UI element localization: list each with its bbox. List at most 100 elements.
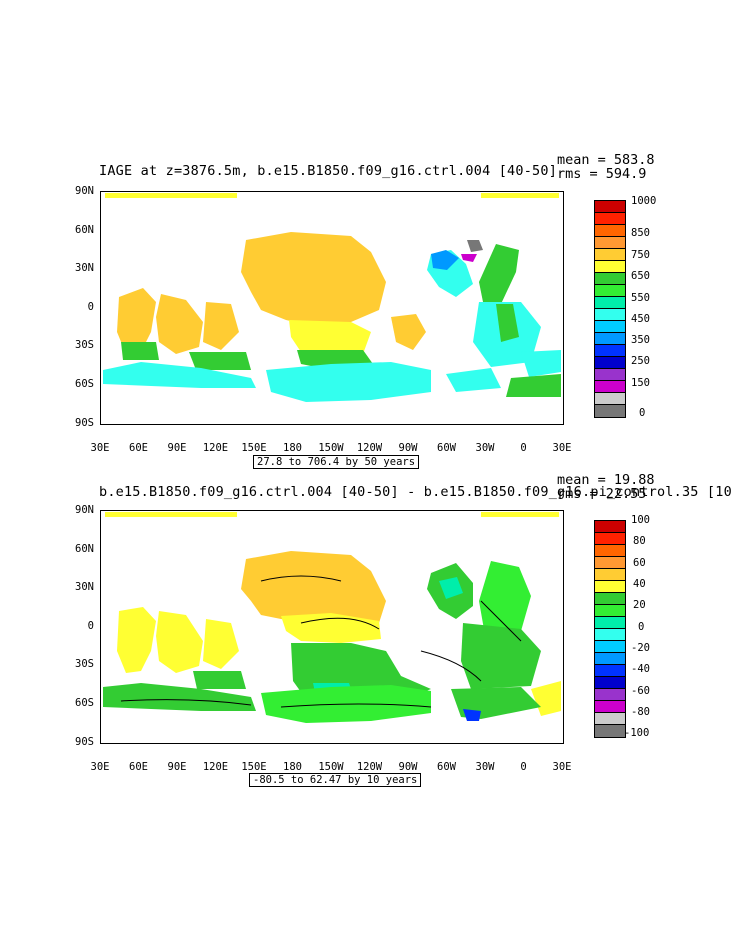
p2-atlantic-se-yellow bbox=[531, 681, 561, 716]
p1-lon-label: 0 bbox=[520, 442, 527, 454]
p1-lon-label: 60E bbox=[129, 442, 148, 454]
p1-cbar-label: 150 bbox=[631, 377, 650, 389]
p1-cbar-swatch bbox=[595, 345, 625, 357]
p2-arctic-strip-west bbox=[105, 512, 237, 517]
p1-lon-label: 30E bbox=[90, 442, 110, 454]
p2-cbar-swatch bbox=[595, 665, 625, 677]
p2-lat-60s: 60S bbox=[75, 697, 94, 709]
p2-lon-label: 30E bbox=[90, 761, 110, 773]
p1-cbar-swatch bbox=[595, 261, 625, 273]
p1-cbar-swatch bbox=[595, 213, 625, 225]
p2-lat-30n: 30N bbox=[75, 581, 94, 593]
p1-indian-central bbox=[156, 294, 203, 354]
p1-indian-green-west bbox=[121, 342, 159, 360]
p1-cbar-label: 0 bbox=[639, 407, 646, 419]
p2-cbar-swatch bbox=[595, 641, 625, 653]
p1-cbar-label: 1000 bbox=[631, 195, 657, 207]
p1-atlantic-green-north bbox=[479, 244, 519, 304]
p2-indian-central bbox=[156, 611, 203, 673]
p1-arctic-strip-east bbox=[481, 193, 559, 198]
panel2-map bbox=[100, 510, 564, 744]
p1-arctic-strip-west bbox=[105, 193, 237, 198]
p1-atlantic-green-south bbox=[506, 374, 561, 397]
p1-lon-label: 150W bbox=[318, 442, 344, 454]
p2-cbar-label: 60 bbox=[633, 557, 646, 569]
p2-pacific-north bbox=[241, 551, 386, 623]
p2-lon-label: 120E bbox=[202, 761, 229, 773]
p1-atlantic-purple-patch bbox=[461, 254, 477, 262]
p1-southern-ocean-west bbox=[103, 362, 256, 388]
p1-cbar-label: 550 bbox=[631, 292, 650, 304]
p2-cbar-swatch bbox=[595, 713, 625, 725]
p2-cbar-label: -20 bbox=[631, 642, 650, 654]
p1-lon-label: 30E bbox=[552, 442, 572, 454]
p2-cbar-swatch bbox=[595, 701, 625, 713]
p2-lon-label: 0 bbox=[520, 761, 527, 773]
p2-cbar-swatch bbox=[595, 581, 625, 593]
p2-atlantic-south bbox=[461, 623, 541, 689]
p2-lon-label: 90W bbox=[398, 761, 418, 773]
p1-indian-east bbox=[203, 302, 239, 350]
p1-atlantic-north-blue bbox=[431, 250, 459, 270]
p2-antarctic-dark bbox=[463, 709, 481, 721]
p2-lon-label: 90E bbox=[167, 761, 187, 773]
p2-indian-east bbox=[203, 619, 239, 669]
p2-cbar-label: 80 bbox=[633, 535, 646, 547]
p2-lat-90n: 90N bbox=[75, 504, 94, 516]
p2-cbar-label: -40 bbox=[631, 663, 650, 675]
p1-lon-label: 90W bbox=[398, 442, 418, 454]
p1-lat-90s: 90S bbox=[75, 417, 94, 429]
p2-cbar-label: 20 bbox=[633, 599, 646, 611]
p1-indian-west bbox=[117, 288, 156, 354]
panel2-field bbox=[103, 512, 561, 723]
p2-cbar-label: -80 bbox=[631, 706, 650, 718]
p1-cbar-swatch bbox=[595, 249, 625, 261]
p2-cbar-swatch bbox=[595, 725, 625, 737]
p2-southern-ocean-east bbox=[451, 687, 541, 719]
p1-lon-label: 30W bbox=[475, 442, 495, 454]
p2-cbar-swatch bbox=[595, 605, 625, 617]
p2-cbar-label: -60 bbox=[631, 685, 650, 697]
p1-lat-0: 0 bbox=[87, 301, 94, 313]
p1-lon-label: 60W bbox=[437, 442, 456, 454]
panel1-colorbar bbox=[594, 200, 626, 418]
p2-cbar-swatch bbox=[595, 569, 625, 581]
p1-lon-label: 120W bbox=[356, 442, 383, 454]
panel2-title: b.e15.B1850.f09_g16.ctrl.004 [40-50] - b… bbox=[99, 484, 732, 500]
p1-atlantic-se bbox=[521, 350, 561, 377]
p2-arctic-strip-east bbox=[481, 512, 559, 517]
p2-cbar-swatch bbox=[595, 689, 625, 701]
p1-cbar-label: 350 bbox=[631, 334, 650, 346]
p1-cbar-swatch bbox=[595, 273, 625, 285]
p1-cbar-label: 750 bbox=[631, 249, 650, 261]
p1-cbar-swatch bbox=[595, 357, 625, 369]
p1-lon-label: 150E bbox=[241, 442, 267, 454]
panel2-mean: mean = 19.88 bbox=[557, 472, 655, 488]
panel1-field bbox=[103, 193, 561, 402]
panel2-rms: rms = 22.55 bbox=[557, 486, 647, 502]
p1-atlantic-green-mid bbox=[496, 304, 519, 342]
p1-lat-30s: 30S bbox=[75, 339, 94, 351]
p2-lon-label: 60E bbox=[129, 761, 148, 773]
p2-indian-west bbox=[117, 607, 156, 673]
p2-cbar-swatch bbox=[595, 521, 625, 533]
p1-cbar-swatch bbox=[595, 381, 625, 393]
p2-lon-label: 60W bbox=[437, 761, 456, 773]
panel2-colorbar bbox=[594, 520, 626, 738]
p1-cbar-swatch bbox=[595, 201, 625, 213]
p2-southern-ocean-west bbox=[103, 683, 256, 711]
p2-cbar-swatch bbox=[595, 545, 625, 557]
p2-cbar-swatch bbox=[595, 593, 625, 605]
p2-cbar-swatch bbox=[595, 629, 625, 641]
p1-atlantic-gray-patch bbox=[467, 240, 483, 252]
panel1-contour-note: 27.8 to 706.4 by 50 years bbox=[253, 455, 420, 469]
p1-southern-ocean-east bbox=[446, 368, 501, 392]
p2-cbar-swatch bbox=[595, 533, 625, 545]
panel2-contour-note: -80.5 to 62.47 by 10 years bbox=[249, 773, 422, 787]
p2-atlantic-teal-north bbox=[439, 577, 463, 599]
p1-southern-ocean-central bbox=[266, 362, 431, 402]
p1-cbar-swatch bbox=[595, 393, 625, 405]
p1-cbar-swatch bbox=[595, 309, 625, 321]
p1-se-pacific bbox=[391, 314, 426, 350]
p1-lat-60n: 60N bbox=[75, 224, 94, 236]
